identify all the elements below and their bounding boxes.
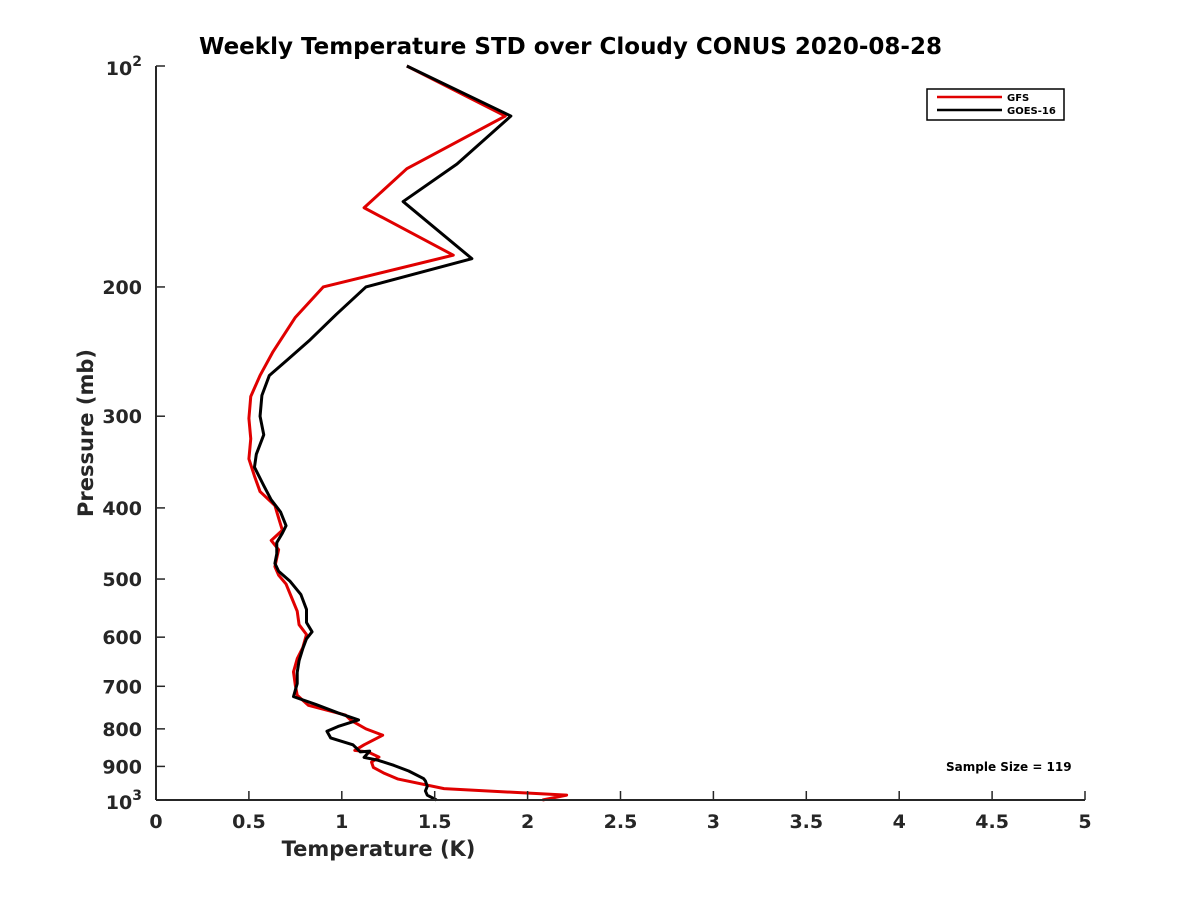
x-tick-label: 0 xyxy=(149,811,162,833)
y-tick-label: 600 xyxy=(102,627,142,649)
x-tick-label: 1.5 xyxy=(418,811,452,833)
axis-layer: 0 0.5 1 1.5 2 2.5 3 3.5 4 4.5 5 102 200 300 400 500 600… xyxy=(102,54,1091,833)
x-tick-label: 5 xyxy=(1078,811,1091,833)
legend-label-goes16: GOES-16 xyxy=(1007,106,1056,117)
x-axis-ticks: 0 0.5 1 1.5 2 2.5 3 3.5 4 4.5 5 xyxy=(149,791,1092,833)
legend: GFS GOES-16 xyxy=(926,88,1065,121)
legend-box xyxy=(926,88,1065,121)
x-tick-label: 0.5 xyxy=(232,811,266,833)
y-tick-label: 200 xyxy=(102,277,142,299)
y-tick-label: 700 xyxy=(102,676,142,698)
y-axis-ticks: 102 200 300 400 500 600 700 800 900 103 xyxy=(102,54,165,814)
x-tick-label: 4.5 xyxy=(975,811,1009,833)
legend-label-gfs: GFS xyxy=(1007,93,1029,104)
series-layer xyxy=(247,64,569,802)
x-tick-label: 3.5 xyxy=(789,811,823,833)
y-tick-label: 500 xyxy=(102,569,142,591)
y-tick-label: 800 xyxy=(102,719,142,741)
x-tick-label: 3 xyxy=(707,811,720,833)
chart-title: Weekly Temperature STD over Cloudy CONUS… xyxy=(199,34,942,60)
y-tick-label: 900 xyxy=(102,756,142,778)
y-axis-label: Pressure (mb) xyxy=(74,349,98,517)
x-tick-label: 2.5 xyxy=(604,811,638,833)
sample-size-annotation: Sample Size = 119 xyxy=(946,760,1072,774)
y-tick-label: 102 xyxy=(106,54,142,80)
y-tick-label: 103 xyxy=(106,788,142,814)
x-axis-label: Temperature (K) xyxy=(282,837,476,861)
series-points-goes16 xyxy=(254,65,511,801)
x-tick-label: 2 xyxy=(521,811,534,833)
series-line-goes16 xyxy=(252,64,513,802)
x-tick-label: 4 xyxy=(893,811,906,833)
x-tick-label: 1 xyxy=(335,811,348,833)
y-tick-label: 400 xyxy=(102,498,142,520)
y-tick-label: 300 xyxy=(102,406,142,428)
